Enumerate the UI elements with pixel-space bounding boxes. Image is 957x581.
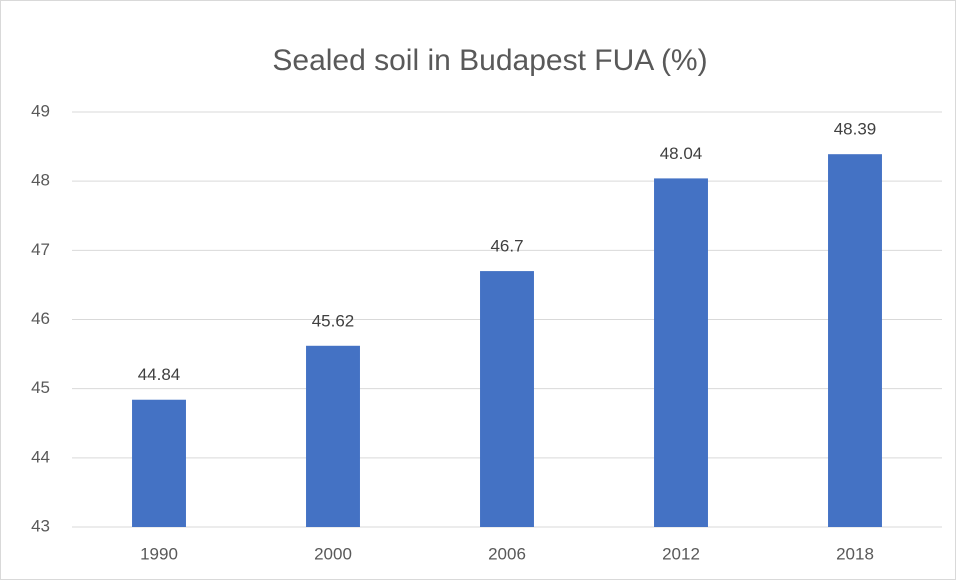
y-tick-label: 48 [31, 171, 50, 190]
y-tick-label: 44 [31, 447, 50, 466]
data-label: 48.04 [660, 144, 703, 163]
data-label: 46.7 [490, 237, 523, 256]
data-label: 45.62 [312, 311, 355, 330]
bar [480, 271, 534, 527]
y-tick-label: 46 [31, 309, 50, 328]
data-label: 48.39 [834, 120, 877, 139]
bar [306, 345, 360, 527]
x-tick-label: 1990 [140, 544, 178, 563]
y-tick-label: 49 [31, 101, 50, 120]
y-tick-label: 43 [31, 516, 50, 535]
y-tick-label: 47 [31, 240, 50, 259]
x-tick-label: 2006 [488, 544, 526, 563]
x-tick-label: 2012 [662, 544, 700, 563]
chart-title: Sealed soil in Budapest FUA (%) [272, 44, 707, 77]
bar [654, 178, 708, 527]
x-tick-label: 2000 [314, 544, 352, 563]
data-label: 44.84 [138, 365, 181, 384]
x-tick-label: 2018 [836, 544, 874, 563]
bar [132, 399, 186, 527]
bar [828, 154, 882, 528]
y-tick-label: 45 [31, 378, 50, 397]
